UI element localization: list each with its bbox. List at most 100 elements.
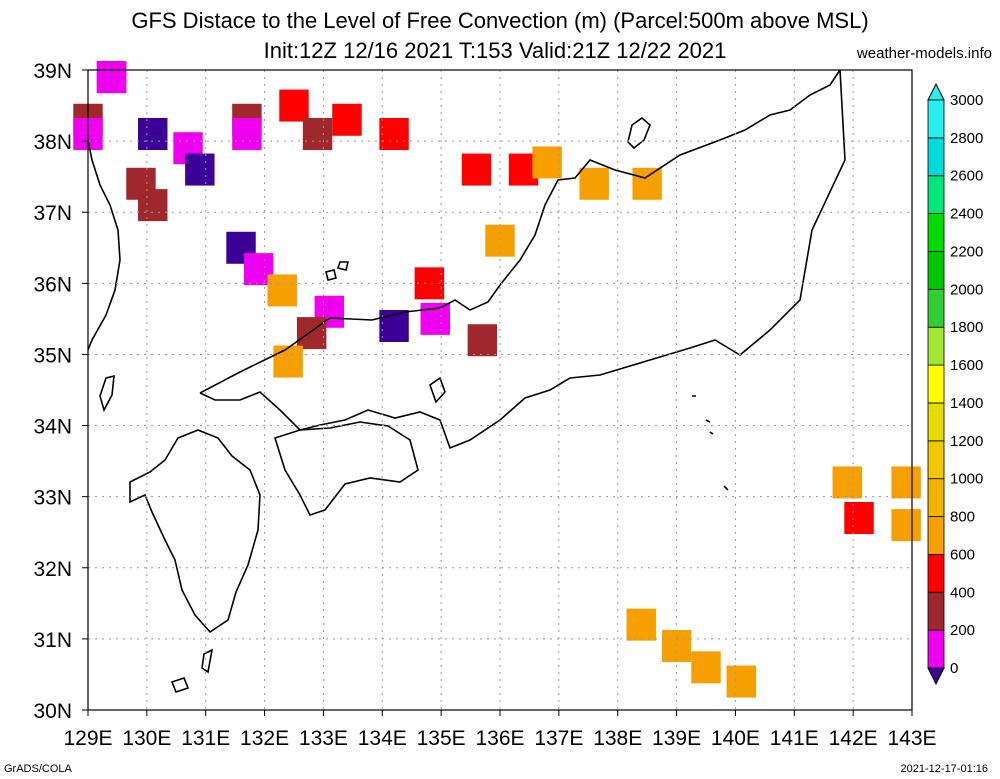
lon-axis: 129E 130E 131E 132E 133E 134E 135E 136E 137E 138E… bbox=[63, 710, 937, 750]
colorbar-label: 2400 bbox=[950, 206, 983, 223]
colorbar-segment bbox=[927, 554, 945, 593]
field-cell bbox=[485, 224, 515, 257]
field-cell bbox=[626, 608, 656, 641]
coast-honshu-north bbox=[199, 69, 841, 394]
coast-korea bbox=[87, 139, 121, 351]
lon-tick-label: 141E bbox=[770, 727, 819, 750]
lon-tick-label: 131E bbox=[181, 727, 230, 750]
colorbar-segment bbox=[927, 137, 945, 177]
lat-tick-label: 39N bbox=[33, 60, 72, 83]
colorbar-segment bbox=[927, 591, 945, 631]
field-cell bbox=[138, 189, 168, 222]
coast-sado bbox=[627, 116, 651, 150]
footer-timestamp: 2021-12-17-01:16 bbox=[900, 763, 988, 775]
lat-tick-label: 37N bbox=[33, 202, 72, 225]
lon-tick-label: 140E bbox=[711, 727, 760, 750]
colorbar-label: 400 bbox=[950, 584, 975, 601]
field-cell bbox=[420, 302, 450, 335]
colorbar-label: 800 bbox=[950, 509, 975, 526]
footer-left: GrADS/COLA bbox=[4, 763, 72, 775]
grid-lines bbox=[88, 70, 912, 710]
field-layer bbox=[73, 61, 921, 698]
colorbar-segment bbox=[927, 364, 945, 404]
coast-kyushu bbox=[129, 429, 261, 634]
colorbar-label: 1400 bbox=[950, 395, 983, 412]
colorbar-label: 1200 bbox=[950, 433, 983, 450]
colorbar-label: 1000 bbox=[950, 471, 983, 488]
coast-awaji bbox=[429, 376, 446, 404]
lat-tick-label: 35N bbox=[33, 344, 72, 367]
field-cell bbox=[332, 103, 362, 136]
colorbar-label: 0 bbox=[950, 660, 958, 677]
field-cell bbox=[891, 509, 921, 542]
coast-shikoku bbox=[273, 421, 419, 516]
coast-yakushima bbox=[170, 677, 190, 693]
lat-tick-label: 33N bbox=[33, 487, 72, 510]
field-cell bbox=[267, 274, 297, 307]
colorbar-label: 2200 bbox=[950, 243, 983, 260]
lat-tick-label: 38N bbox=[33, 131, 72, 154]
chart-title: GFS Distace to the Level of Free Convect… bbox=[131, 8, 869, 33]
colorbar-segment bbox=[927, 326, 945, 366]
field-cell bbox=[279, 89, 309, 122]
coast-tanegashima bbox=[201, 648, 214, 674]
field-cell bbox=[273, 345, 303, 378]
lon-tick-label: 134E bbox=[358, 727, 407, 750]
colorbar-segment bbox=[927, 478, 945, 517]
lon-tick-label: 143E bbox=[887, 727, 936, 750]
field-cell bbox=[138, 118, 168, 150]
lon-tick-label: 129E bbox=[63, 727, 112, 750]
chart-subtitle: Init:12Z 12/16 2021 T:153 Valid:21Z 12/2… bbox=[263, 38, 727, 63]
field-cell bbox=[296, 317, 327, 350]
field-cell bbox=[302, 118, 333, 150]
field-cell bbox=[632, 167, 662, 200]
coast-izu-islands bbox=[692, 395, 729, 491]
field-cell bbox=[844, 502, 874, 534]
colorbar-segment bbox=[927, 288, 945, 328]
lon-tick-label: 136E bbox=[475, 727, 524, 750]
colorbar-segment bbox=[927, 516, 945, 555]
colorbar-segment bbox=[927, 440, 945, 480]
field-cell bbox=[691, 651, 721, 684]
lat-tick-label: 31N bbox=[33, 629, 72, 652]
colorbar-label: 200 bbox=[950, 622, 975, 639]
coast-honshu-south bbox=[199, 69, 846, 450]
colorbar-label: 2000 bbox=[950, 281, 983, 298]
field-cell bbox=[832, 466, 862, 499]
colorbar-bottom-arrow bbox=[927, 667, 945, 686]
coast-tsushima bbox=[99, 374, 115, 413]
lat-tick-label: 34N bbox=[33, 416, 72, 439]
colorbar-label: 1800 bbox=[950, 319, 983, 336]
lon-tick-label: 142E bbox=[829, 727, 878, 750]
lat-tick-label: 36N bbox=[33, 273, 72, 296]
field-cell bbox=[579, 167, 609, 200]
lon-tick-label: 139E bbox=[652, 727, 701, 750]
field-cell bbox=[467, 324, 498, 357]
colorbar-segment bbox=[927, 251, 945, 290]
coast-oki bbox=[325, 261, 350, 281]
field-cell bbox=[185, 153, 215, 186]
site-label: weather-models.info bbox=[856, 45, 992, 62]
field-cell bbox=[532, 146, 562, 179]
field-cell bbox=[232, 118, 262, 150]
lon-tick-label: 135E bbox=[417, 727, 466, 750]
colorbar-top-arrow bbox=[927, 82, 945, 101]
colorbar-segment bbox=[927, 99, 945, 139]
colorbar-segment bbox=[927, 175, 945, 215]
lat-axis: 39N 38N 37N 36N 35N 34N 33N 32N 31N 30N bbox=[33, 60, 88, 723]
lon-tick-label: 138E bbox=[593, 727, 642, 750]
field-cell bbox=[726, 665, 757, 698]
colorbar-label: 2800 bbox=[950, 130, 983, 147]
lon-tick-label: 133E bbox=[299, 727, 348, 750]
colorbar-segment bbox=[927, 213, 945, 252]
lon-tick-label: 132E bbox=[240, 727, 289, 750]
field-cell bbox=[461, 153, 492, 186]
field-cell bbox=[379, 118, 409, 150]
colorbar-label: 1600 bbox=[950, 357, 983, 374]
lon-tick-label: 137E bbox=[534, 727, 583, 750]
colorbar-segment bbox=[927, 629, 945, 669]
colorbar: 0 200 400 600 800 1000 1200 1400 1600 1800 2000 220… bbox=[927, 82, 983, 686]
colorbar-label: 3000 bbox=[950, 92, 983, 109]
field-cell bbox=[891, 466, 921, 499]
